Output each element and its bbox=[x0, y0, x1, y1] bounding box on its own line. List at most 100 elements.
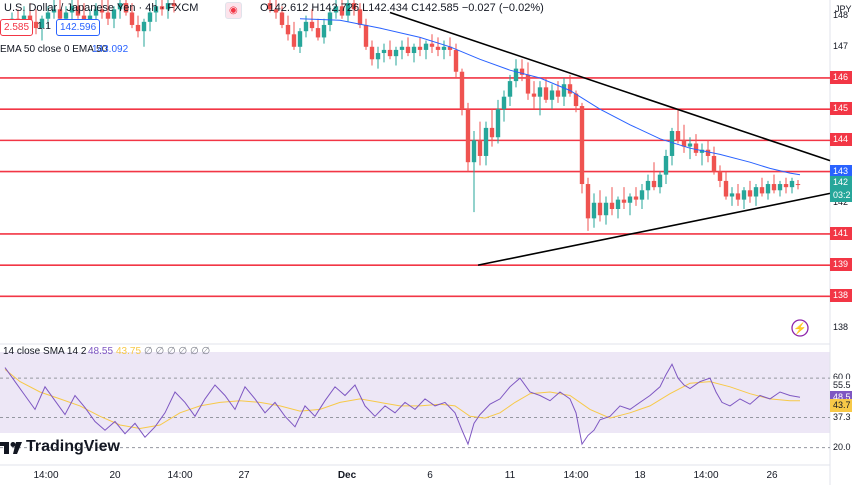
time-axis-tick: 6 bbox=[427, 470, 433, 481]
candle-body bbox=[117, 3, 123, 10]
candle-body bbox=[405, 46, 411, 54]
candle-body bbox=[399, 46, 405, 50]
tradingview-logo[interactable]: TradingView bbox=[0, 438, 120, 456]
candle-body bbox=[159, 6, 165, 10]
time-axis-tick: 14:00 bbox=[167, 470, 193, 481]
candle-body bbox=[123, 3, 129, 13]
price-tag-level: 144 bbox=[830, 133, 852, 147]
candle-body bbox=[543, 87, 549, 100]
candle-body bbox=[747, 190, 753, 197]
candle-body bbox=[633, 196, 639, 200]
trendline bbox=[389, 11, 831, 162]
candle-body bbox=[507, 81, 513, 97]
candle-body bbox=[135, 24, 141, 32]
candle-body bbox=[687, 143, 693, 147]
candle-body bbox=[291, 34, 297, 47]
candle-body bbox=[657, 174, 663, 188]
candle-body bbox=[375, 53, 381, 60]
candle-body bbox=[459, 71, 465, 110]
chart-title: U.S. Dollar / Japanese Yen · 4h · FXCM bbox=[4, 2, 199, 14]
candle-body bbox=[783, 184, 789, 188]
candle-body bbox=[87, 15, 93, 22]
candle-body bbox=[549, 90, 555, 100]
time-axis-tick: 11 bbox=[504, 470, 516, 481]
candle-body bbox=[483, 127, 489, 156]
rsi-axis-tick: 37.3 bbox=[833, 411, 851, 422]
candle-body bbox=[699, 149, 705, 153]
candle-body bbox=[765, 184, 771, 194]
candle-body bbox=[285, 24, 291, 35]
candle-body bbox=[567, 84, 573, 94]
ema-legend-value: 143.092 bbox=[92, 44, 129, 55]
candle-body bbox=[729, 193, 735, 197]
price-axis-tick: 138 bbox=[833, 321, 849, 332]
candle-body bbox=[573, 93, 579, 107]
rsi-legend-label: 14 close SMA 14 2 bbox=[3, 346, 87, 357]
candle-body bbox=[735, 193, 741, 200]
rsi-axis-tick: 20.0 bbox=[833, 441, 851, 452]
candle-body bbox=[351, 3, 357, 10]
candle-body bbox=[81, 15, 87, 22]
candle-body bbox=[441, 46, 447, 50]
rsi-tag-plain: 55.5 bbox=[830, 378, 852, 392]
candle-body bbox=[615, 199, 621, 209]
candle-body bbox=[471, 140, 477, 163]
candle-body bbox=[39, 18, 45, 29]
time-axis-tick: 20 bbox=[109, 470, 121, 481]
candle-body bbox=[57, 9, 63, 19]
candle-body bbox=[753, 187, 759, 197]
candle-body bbox=[33, 21, 39, 29]
candle-body bbox=[651, 180, 657, 188]
candle-body bbox=[315, 28, 321, 38]
candle-body bbox=[171, 3, 177, 7]
trendlines bbox=[389, 11, 831, 266]
time-axis-tick: Dec bbox=[337, 470, 357, 481]
rsi-levels bbox=[0, 377, 830, 449]
candle-body bbox=[357, 9, 363, 25]
candle-body bbox=[645, 180, 651, 191]
sell-button[interactable]: 2.585 bbox=[0, 19, 34, 36]
eye-toggle-icon[interactable]: ◉ bbox=[225, 2, 242, 19]
candle-body bbox=[447, 46, 453, 50]
candle-body bbox=[27, 15, 33, 22]
candle-body bbox=[267, 3, 273, 10]
candle-body bbox=[579, 106, 585, 185]
candle-body bbox=[681, 140, 687, 147]
candle-body bbox=[465, 109, 471, 163]
candle-body bbox=[741, 190, 747, 200]
candle-body bbox=[777, 184, 783, 191]
price-tag-timer: 03:2 bbox=[830, 189, 852, 203]
ema50-line bbox=[299, 18, 801, 176]
rsi-legend-value: 48.55 bbox=[88, 346, 114, 357]
candle-body bbox=[309, 21, 315, 29]
price-axis-tick: 148 bbox=[833, 9, 849, 20]
candle-body bbox=[495, 109, 501, 138]
horizontal-levels bbox=[0, 77, 830, 298]
time-axis-tick: 27 bbox=[238, 470, 250, 481]
price-tag-level: 141 bbox=[830, 226, 852, 240]
buy-button[interactable]: 142.596 bbox=[56, 19, 101, 36]
time-axis-tick: 14:00 bbox=[33, 470, 59, 481]
candle-body bbox=[129, 12, 135, 25]
candle-body bbox=[273, 9, 279, 13]
candle-body bbox=[519, 68, 525, 75]
candle-body bbox=[627, 196, 633, 203]
price-tag-price: 142 bbox=[830, 176, 852, 190]
candle-body bbox=[141, 21, 147, 32]
rsi-line bbox=[4, 363, 801, 446]
candle-body bbox=[597, 202, 603, 216]
candle-body bbox=[477, 140, 483, 156]
candle-body bbox=[705, 149, 711, 156]
candle-body bbox=[561, 84, 567, 97]
tradingview-logo-icon bbox=[0, 441, 22, 454]
candle-body bbox=[663, 155, 669, 175]
candle-body bbox=[363, 24, 369, 47]
lightning-icon[interactable] bbox=[791, 319, 809, 337]
spread-value: 1.1 bbox=[37, 21, 51, 32]
candle-body bbox=[387, 49, 393, 57]
candle-body bbox=[621, 199, 627, 203]
candle-body bbox=[591, 202, 597, 219]
candle-body bbox=[723, 180, 729, 197]
candle-body bbox=[717, 171, 723, 181]
